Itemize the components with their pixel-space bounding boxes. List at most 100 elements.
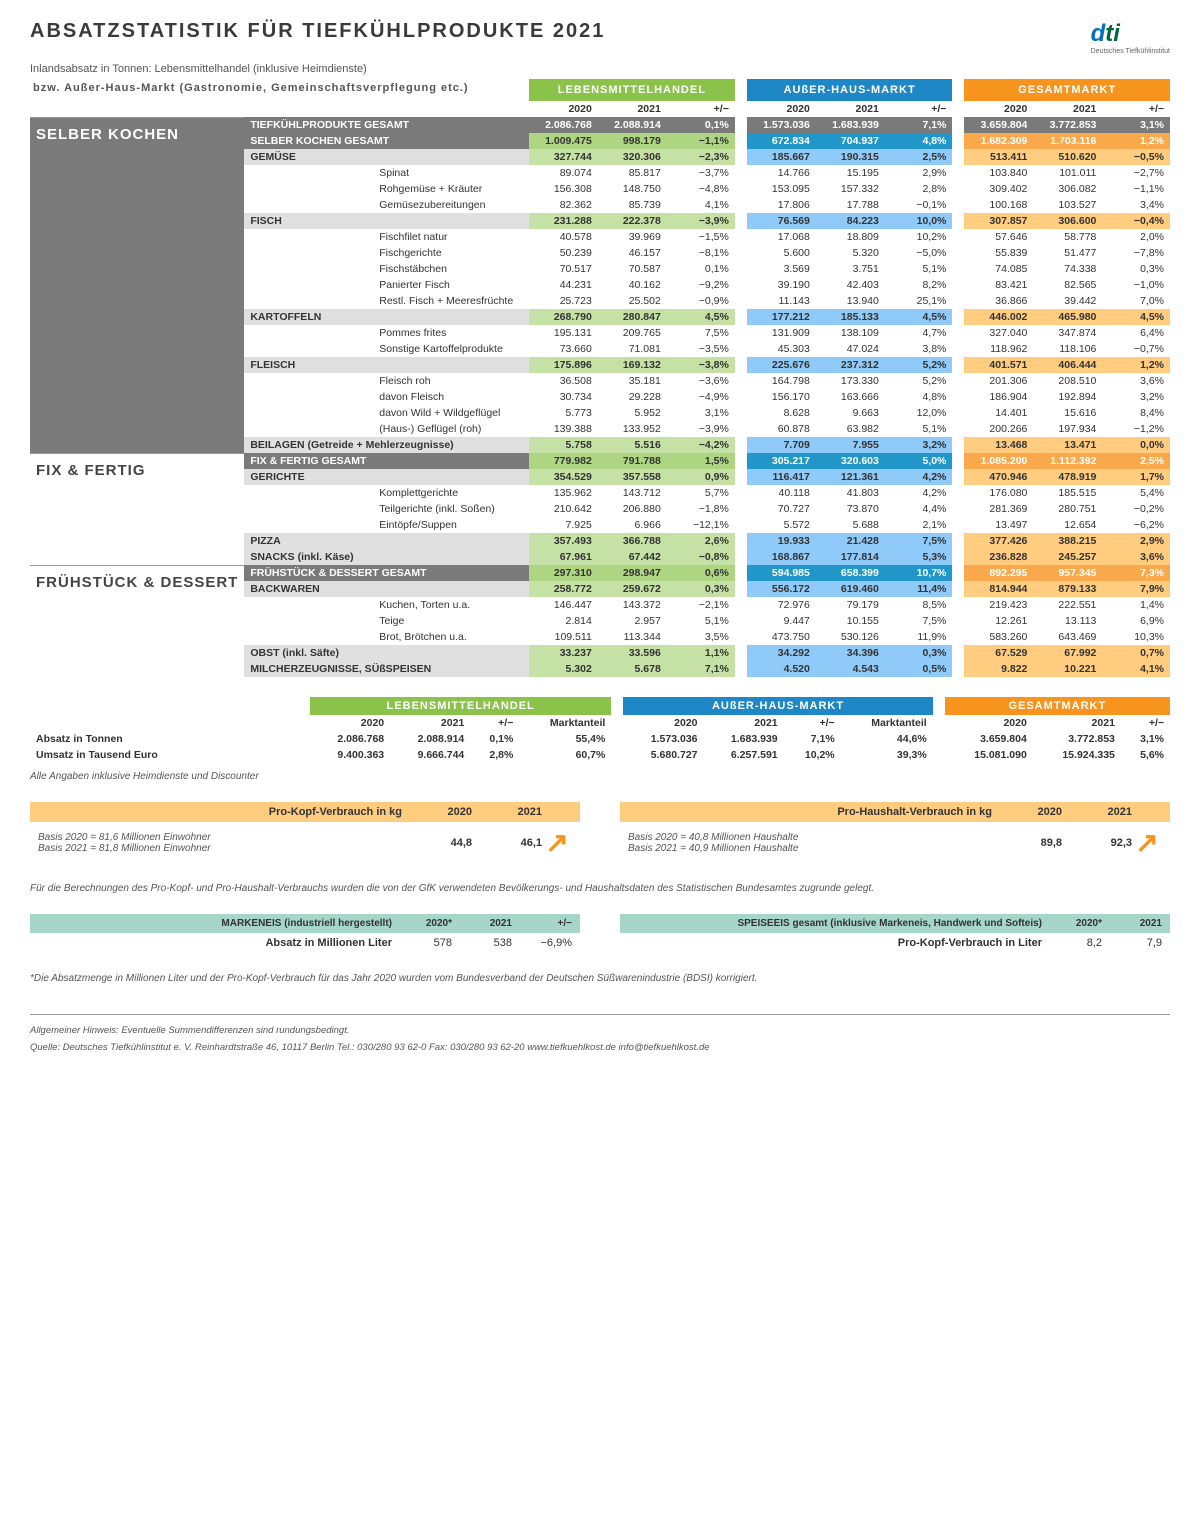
data-cell: 0,1%	[667, 117, 735, 133]
data-cell: 7,5%	[885, 613, 953, 629]
main-table: bzw. Außer-Haus-Markt (Gastronomie, Geme…	[30, 79, 1170, 677]
arrow-up-icon: ↗	[542, 826, 572, 859]
data-cell: −6,2%	[1102, 517, 1170, 533]
data-cell: 47.024	[816, 341, 885, 357]
data-cell: 957.345	[1033, 565, 1102, 581]
data-cell: −0,4%	[1102, 213, 1170, 229]
section-label: FRÜHSTÜCK & DESSERT	[30, 565, 244, 677]
data-cell: 2.957	[598, 613, 667, 629]
data-cell: 185.133	[816, 309, 885, 325]
data-cell: 11.143	[747, 293, 816, 309]
data-cell: 13.468	[964, 437, 1033, 453]
data-cell: 3,6%	[1102, 373, 1170, 389]
data-cell: 357.493	[529, 533, 598, 549]
data-cell: 10,0%	[885, 213, 953, 229]
table-row: SELBER KOCHENTIEFKÜHLPRODUKTE GESAMT2.08…	[30, 117, 1170, 133]
group-header-foodservice: AUßER-HAUS-MARKT	[747, 79, 953, 101]
data-cell: 11,9%	[885, 629, 953, 645]
data-cell: 103.840	[964, 165, 1033, 181]
data-cell: 879.133	[1033, 581, 1102, 597]
data-cell: 12,0%	[885, 405, 953, 421]
data-cell: 5,0%	[885, 453, 953, 469]
data-cell: 2,5%	[885, 149, 953, 165]
data-cell: 10,2%	[885, 229, 953, 245]
data-cell: 34.396	[816, 645, 885, 661]
data-cell: 14.401	[964, 405, 1033, 421]
data-cell: 470.946	[964, 469, 1033, 485]
data-cell: 173.330	[816, 373, 885, 389]
data-cell: 25.723	[529, 293, 598, 309]
data-cell: 3.659.804	[964, 117, 1033, 133]
data-cell: 237.312	[816, 357, 885, 373]
data-cell: 100.168	[964, 197, 1033, 213]
data-cell: 465.980	[1033, 309, 1102, 325]
data-cell: 3.751	[816, 261, 885, 277]
data-cell: 200.266	[964, 421, 1033, 437]
data-cell: 21.428	[816, 533, 885, 549]
data-cell: 259.672	[598, 581, 667, 597]
data-cell: 63.982	[816, 421, 885, 437]
data-cell: 39.190	[747, 277, 816, 293]
data-cell: 19.933	[747, 533, 816, 549]
consumption-block: Pro-Haushalt-Verbrauch in kg20202021 Bas…	[620, 802, 1170, 863]
data-cell: 556.172	[747, 581, 816, 597]
data-cell: 40.162	[598, 277, 667, 293]
data-cell: 30.734	[529, 389, 598, 405]
data-cell: 4,2%	[885, 485, 953, 501]
data-cell: 892.295	[964, 565, 1033, 581]
data-cell: 1,4%	[1102, 597, 1170, 613]
data-cell: 510.620	[1033, 149, 1102, 165]
data-cell: −0,5%	[1102, 149, 1170, 165]
data-cell: 113.344	[598, 629, 667, 645]
data-cell: 11,4%	[885, 581, 953, 597]
data-cell: 6,9%	[1102, 613, 1170, 629]
data-cell: 131.909	[747, 325, 816, 341]
data-cell: 2,6%	[667, 533, 735, 549]
data-cell: 7,3%	[1102, 565, 1170, 581]
data-cell: 446.002	[964, 309, 1033, 325]
consumption-section: Pro-Kopf-Verbrauch in kg20202021 Basis 2…	[30, 802, 1170, 863]
ice-block: MARKENEIS (industriell hergestellt)2020*…	[30, 914, 580, 953]
data-cell: 236.828	[964, 549, 1033, 565]
data-cell: 357.558	[598, 469, 667, 485]
data-cell: 2.814	[529, 613, 598, 629]
data-cell: 5,1%	[885, 261, 953, 277]
data-cell: 3.569	[747, 261, 816, 277]
data-cell: 5,7%	[667, 485, 735, 501]
data-cell: 41.803	[816, 485, 885, 501]
data-cell: 13.497	[964, 517, 1033, 533]
data-cell: 14.766	[747, 165, 816, 181]
data-cell: 231.288	[529, 213, 598, 229]
data-cell: 209.765	[598, 325, 667, 341]
data-cell: 4,5%	[885, 309, 953, 325]
data-cell: 109.511	[529, 629, 598, 645]
data-cell: 0,6%	[667, 565, 735, 581]
data-cell: 36.508	[529, 373, 598, 389]
data-cell: 39.442	[1033, 293, 1102, 309]
data-cell: 219.423	[964, 597, 1033, 613]
data-cell: 3.772.853	[1033, 117, 1102, 133]
data-cell: 327.744	[529, 149, 598, 165]
data-cell: 779.982	[529, 453, 598, 469]
data-cell: 401.571	[964, 357, 1033, 373]
data-cell: 67.529	[964, 645, 1033, 661]
data-cell: 73.870	[816, 501, 885, 517]
data-cell: 148.750	[598, 181, 667, 197]
data-cell: 2,1%	[885, 517, 953, 533]
data-cell: 366.788	[598, 533, 667, 549]
data-cell: 185.515	[1033, 485, 1102, 501]
data-cell: 33.596	[598, 645, 667, 661]
dti-logo: dti Deutsches Tiefkühlinstitut	[1091, 20, 1170, 55]
data-cell: 1.682.309	[964, 133, 1033, 149]
data-cell: 3,2%	[885, 437, 953, 453]
data-cell: 473.750	[747, 629, 816, 645]
data-cell: 7.709	[747, 437, 816, 453]
data-cell: 5,2%	[885, 357, 953, 373]
data-cell: 377.426	[964, 533, 1033, 549]
data-cell: 7,5%	[667, 325, 735, 341]
data-cell: 4,1%	[667, 197, 735, 213]
data-cell: 195.131	[529, 325, 598, 341]
data-cell: 5.516	[598, 437, 667, 453]
data-cell: 5.758	[529, 437, 598, 453]
data-cell: −12,1%	[667, 517, 735, 533]
